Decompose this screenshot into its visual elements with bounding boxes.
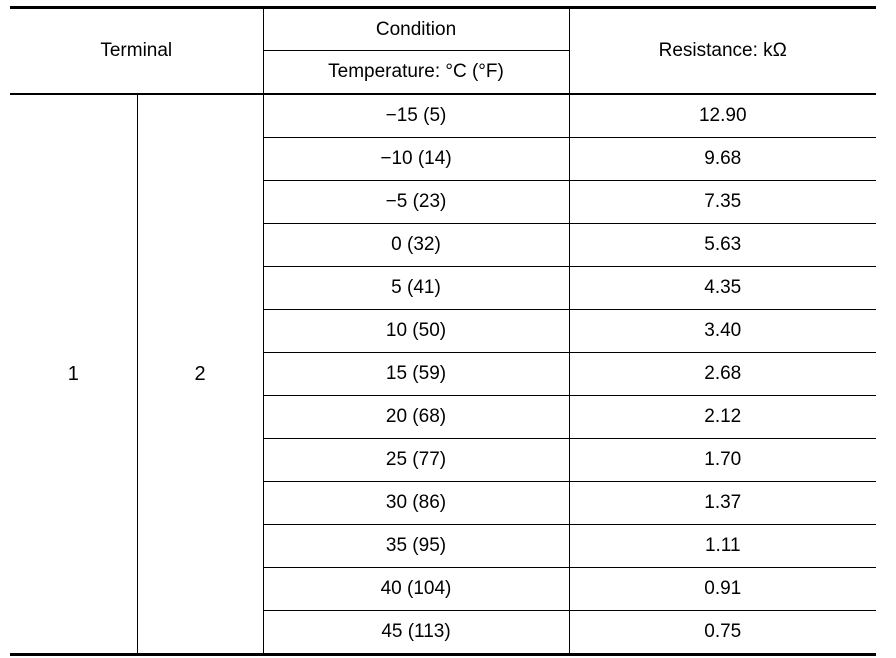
resistance-cell: 0.75: [568, 610, 876, 656]
resistance-cell: 9.68: [568, 137, 876, 181]
temperature-header: Temperature: °C (°F): [262, 50, 570, 95]
condition-header: Condition: [262, 6, 570, 51]
resistance-cell: 2.12: [568, 395, 876, 439]
temperature-cell: 20 (68): [262, 395, 570, 439]
resistance-cell: 3.40: [568, 309, 876, 353]
table-row: 5 (41) 4.35: [10, 266, 876, 310]
resistance-cell: 0.91: [568, 567, 876, 611]
temperature-cell: 10 (50): [262, 309, 570, 353]
temperature-cell: 25 (77): [262, 438, 570, 482]
temperature-cell: 5 (41): [262, 266, 570, 310]
temperature-cell: −10 (14): [262, 137, 570, 181]
table-row: 30 (86) 1.37: [10, 481, 876, 525]
resistance-cell: 2.68: [568, 352, 876, 396]
temperature-cell: 15 (59): [262, 352, 570, 396]
table-row: 35 (95) 1.11: [10, 524, 876, 568]
table-row: 45 (113) 0.75: [10, 610, 876, 656]
temperature-cell: 0 (32): [262, 223, 570, 267]
resistance-cell: 4.35: [568, 266, 876, 310]
terminal-header: Terminal: [10, 6, 264, 95]
resistance-cell: 1.70: [568, 438, 876, 482]
resistance-header: Resistance: kΩ: [568, 6, 876, 95]
resistance-cell: 12.90: [568, 93, 876, 138]
table-row: −5 (23) 7.35: [10, 180, 876, 224]
resistance-cell: 5.63: [568, 223, 876, 267]
temperature-cell: 30 (86): [262, 481, 570, 525]
table-row: 25 (77) 1.70: [10, 438, 876, 482]
resistance-table: Terminal Condition Resistance: kΩ Temper…: [10, 6, 876, 656]
temperature-cell: 40 (104): [262, 567, 570, 611]
header-row: Terminal Condition Resistance: kΩ: [10, 6, 876, 95]
terminal-b-cell: 2: [136, 93, 264, 656]
terminal-a-cell: 1: [10, 93, 138, 656]
temperature-cell: −15 (5): [262, 93, 570, 138]
table-row: 10 (50) 3.40: [10, 309, 876, 353]
table-row: 1 2 −15 (5) 12.90: [10, 93, 876, 656]
table-row: 15 (59) 2.68: [10, 352, 876, 396]
resistance-cell: 1.37: [568, 481, 876, 525]
temperature-cell: 35 (95): [262, 524, 570, 568]
temperature-cell: 45 (113): [262, 610, 570, 656]
resistance-cell: 7.35: [568, 180, 876, 224]
resistance-cell: 1.11: [568, 524, 876, 568]
resistance-table-container: Terminal Condition Resistance: kΩ Temper…: [10, 6, 876, 656]
subheader-row: Temperature: °C (°F): [10, 50, 876, 95]
temperature-cell: −5 (23): [262, 180, 570, 224]
